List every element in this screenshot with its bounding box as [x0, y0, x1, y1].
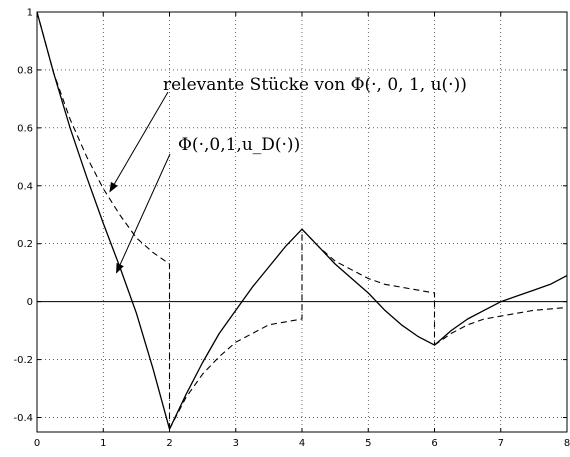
- y-tick-label-4: 0.4: [17, 181, 33, 192]
- x-tick-label-0: 0: [34, 438, 40, 449]
- x-tick-label-4: 4: [299, 438, 305, 449]
- annotation-arrow-1: [109, 91, 169, 193]
- annotation-label-1: relevante Stücke von Φ(·, 0, 1, u(·)): [163, 75, 467, 95]
- annotation-arrow-2: [116, 153, 171, 274]
- axis-ticks: 0 1 2 3 4 5 6 7 8 -0.4 -0.2 0 0.2 0.4 0.6 0.8 1: [13, 8, 570, 450]
- x-tick-label-2: 2: [166, 438, 172, 449]
- annotation-label-2: Φ(·,0,1,u_D(·)): [178, 135, 300, 155]
- y-tick-label-1: -0.2: [13, 355, 33, 366]
- y-tick-label-0: -0.4: [13, 413, 33, 424]
- x-tick-label-1: 1: [100, 438, 106, 449]
- y-tick-label-5: 0.6: [17, 123, 33, 134]
- x-tick-label-7: 7: [498, 438, 504, 449]
- y-tick-label-6: 0.8: [17, 65, 33, 76]
- series-dashed-segment-3: [434, 306, 568, 346]
- series-dashed-segment-1: [169, 229, 303, 430]
- series-dashed-segment-0: [36, 11, 171, 430]
- x-tick-label-3: 3: [233, 438, 239, 449]
- x-tick-label-8: 8: [564, 438, 570, 449]
- annotations: relevante Stücke von Φ(·, 0, 1, u(·)) Φ(…: [109, 75, 467, 274]
- x-tick-label-6: 6: [431, 438, 437, 449]
- y-tick-label-3: 0.2: [17, 239, 33, 250]
- x-tick-label-5: 5: [365, 438, 371, 449]
- y-tick-label-7: 1: [27, 8, 33, 19]
- y-tick-label-2: 0: [27, 297, 33, 308]
- series-dashed-segment-2: [301, 228, 436, 346]
- series-layer: [36, 11, 568, 430]
